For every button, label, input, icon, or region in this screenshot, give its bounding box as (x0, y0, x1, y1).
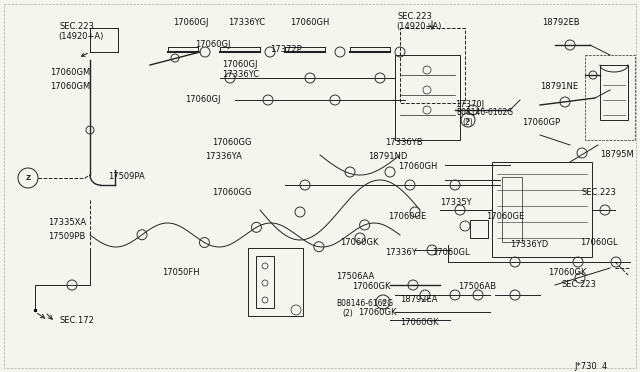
Text: 17060GL: 17060GL (432, 248, 470, 257)
Text: 18795M: 18795M (600, 150, 634, 159)
Text: (14920+A): (14920+A) (58, 32, 104, 41)
Bar (492, 162, 592, 257)
Text: B08146-6162G: B08146-6162G (456, 108, 513, 117)
Text: 17060GH: 17060GH (398, 162, 437, 171)
Text: 17336YC: 17336YC (222, 70, 259, 79)
Text: 17370J: 17370J (455, 100, 484, 109)
Bar (470, 220, 488, 238)
Text: 17336YB: 17336YB (385, 138, 422, 147)
Text: 17060GM: 17060GM (50, 82, 90, 91)
Text: 17336Y: 17336Y (385, 248, 417, 257)
Text: 17506AB: 17506AB (458, 282, 496, 291)
Text: 17050FH: 17050FH (162, 268, 200, 277)
Text: 17060GK: 17060GK (358, 308, 397, 317)
Text: Z: Z (26, 175, 31, 181)
Text: 17060GK: 17060GK (340, 238, 378, 247)
Text: SEC.223: SEC.223 (398, 12, 433, 21)
Text: 17335XA: 17335XA (48, 218, 86, 227)
Text: SEC.223: SEC.223 (562, 280, 597, 289)
Text: (14920+A): (14920+A) (396, 22, 442, 31)
Text: 17509PB: 17509PB (48, 232, 85, 241)
Text: (2): (2) (342, 309, 353, 318)
Text: J*730  4: J*730 4 (574, 362, 607, 371)
Text: B08146-6162G: B08146-6162G (336, 299, 393, 308)
Bar (395, 55, 460, 140)
Text: 17060GK: 17060GK (400, 318, 438, 327)
Text: 17506AA: 17506AA (336, 272, 374, 281)
Text: 17060GP: 17060GP (522, 118, 560, 127)
Text: 17060GK: 17060GK (548, 268, 586, 277)
Bar (600, 65, 628, 120)
Text: 18791NE: 18791NE (540, 82, 578, 91)
Text: 17372P: 17372P (270, 45, 301, 54)
Text: SEC.223: SEC.223 (60, 22, 95, 31)
Text: 18791ND: 18791ND (368, 152, 408, 161)
Text: B: B (381, 299, 385, 305)
Text: 17060GJ: 17060GJ (185, 95, 221, 104)
Text: 17060GH: 17060GH (290, 18, 330, 27)
Text: 17335Y: 17335Y (440, 198, 472, 207)
Text: 17060GG: 17060GG (212, 138, 252, 147)
Text: 17336YD: 17336YD (510, 240, 548, 249)
Text: B: B (466, 118, 470, 122)
Text: 17509PA: 17509PA (108, 172, 145, 181)
Text: 17336YC: 17336YC (228, 18, 265, 27)
Text: 17060GM: 17060GM (50, 68, 90, 77)
Text: 18792EB: 18792EB (542, 18, 580, 27)
Bar (502, 177, 522, 242)
Text: SEC.223: SEC.223 (582, 188, 617, 197)
Text: 17060GJ: 17060GJ (173, 18, 209, 27)
Bar (585, 55, 635, 140)
Text: 18792EA: 18792EA (400, 295, 438, 304)
Bar (256, 256, 274, 308)
Text: 17060GK: 17060GK (352, 282, 390, 291)
Text: 17060GJ: 17060GJ (195, 40, 230, 49)
Bar (400, 28, 465, 103)
Text: (2): (2) (462, 118, 473, 127)
Text: 17336YA: 17336YA (205, 152, 242, 161)
Text: 17060GE: 17060GE (486, 212, 524, 221)
Text: 17060GE: 17060GE (388, 212, 426, 221)
Text: 17060GJ: 17060GJ (222, 60, 257, 69)
Text: 17060GG: 17060GG (212, 188, 252, 197)
Bar (248, 248, 303, 316)
Text: SEC.172: SEC.172 (60, 316, 95, 325)
Text: 17060GL: 17060GL (580, 238, 618, 247)
